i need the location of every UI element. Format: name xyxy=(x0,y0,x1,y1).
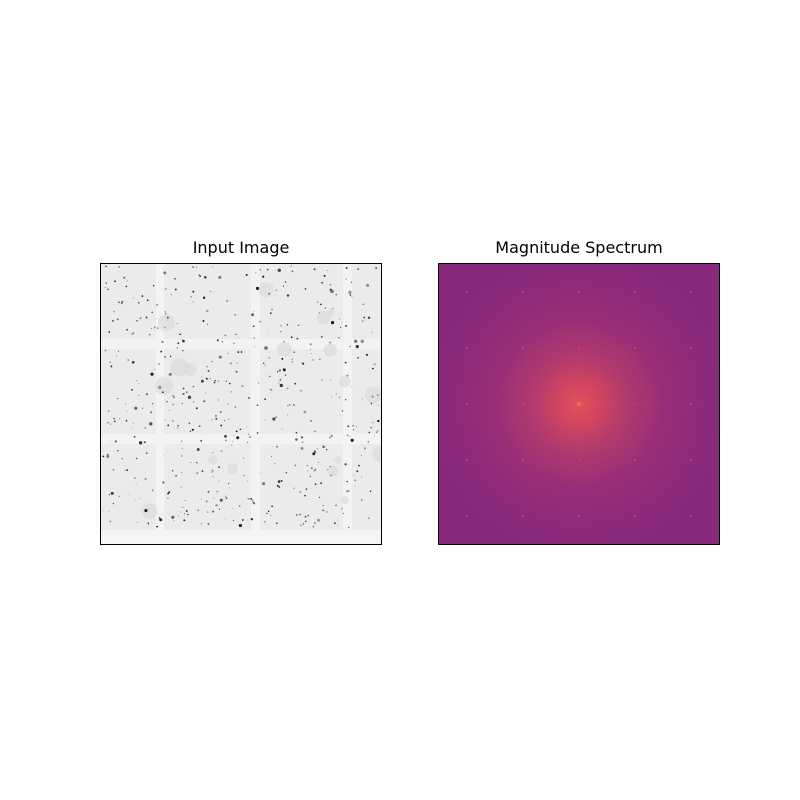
magnitude-spectrum-panel xyxy=(438,263,720,545)
magnitude-spectrum-title: Magnitude Spectrum xyxy=(495,238,663,257)
input-image-panel xyxy=(100,263,382,545)
magnitude-spectrum-image xyxy=(439,264,719,544)
input-image-title: Input Image xyxy=(192,238,290,257)
input-image xyxy=(101,264,381,544)
